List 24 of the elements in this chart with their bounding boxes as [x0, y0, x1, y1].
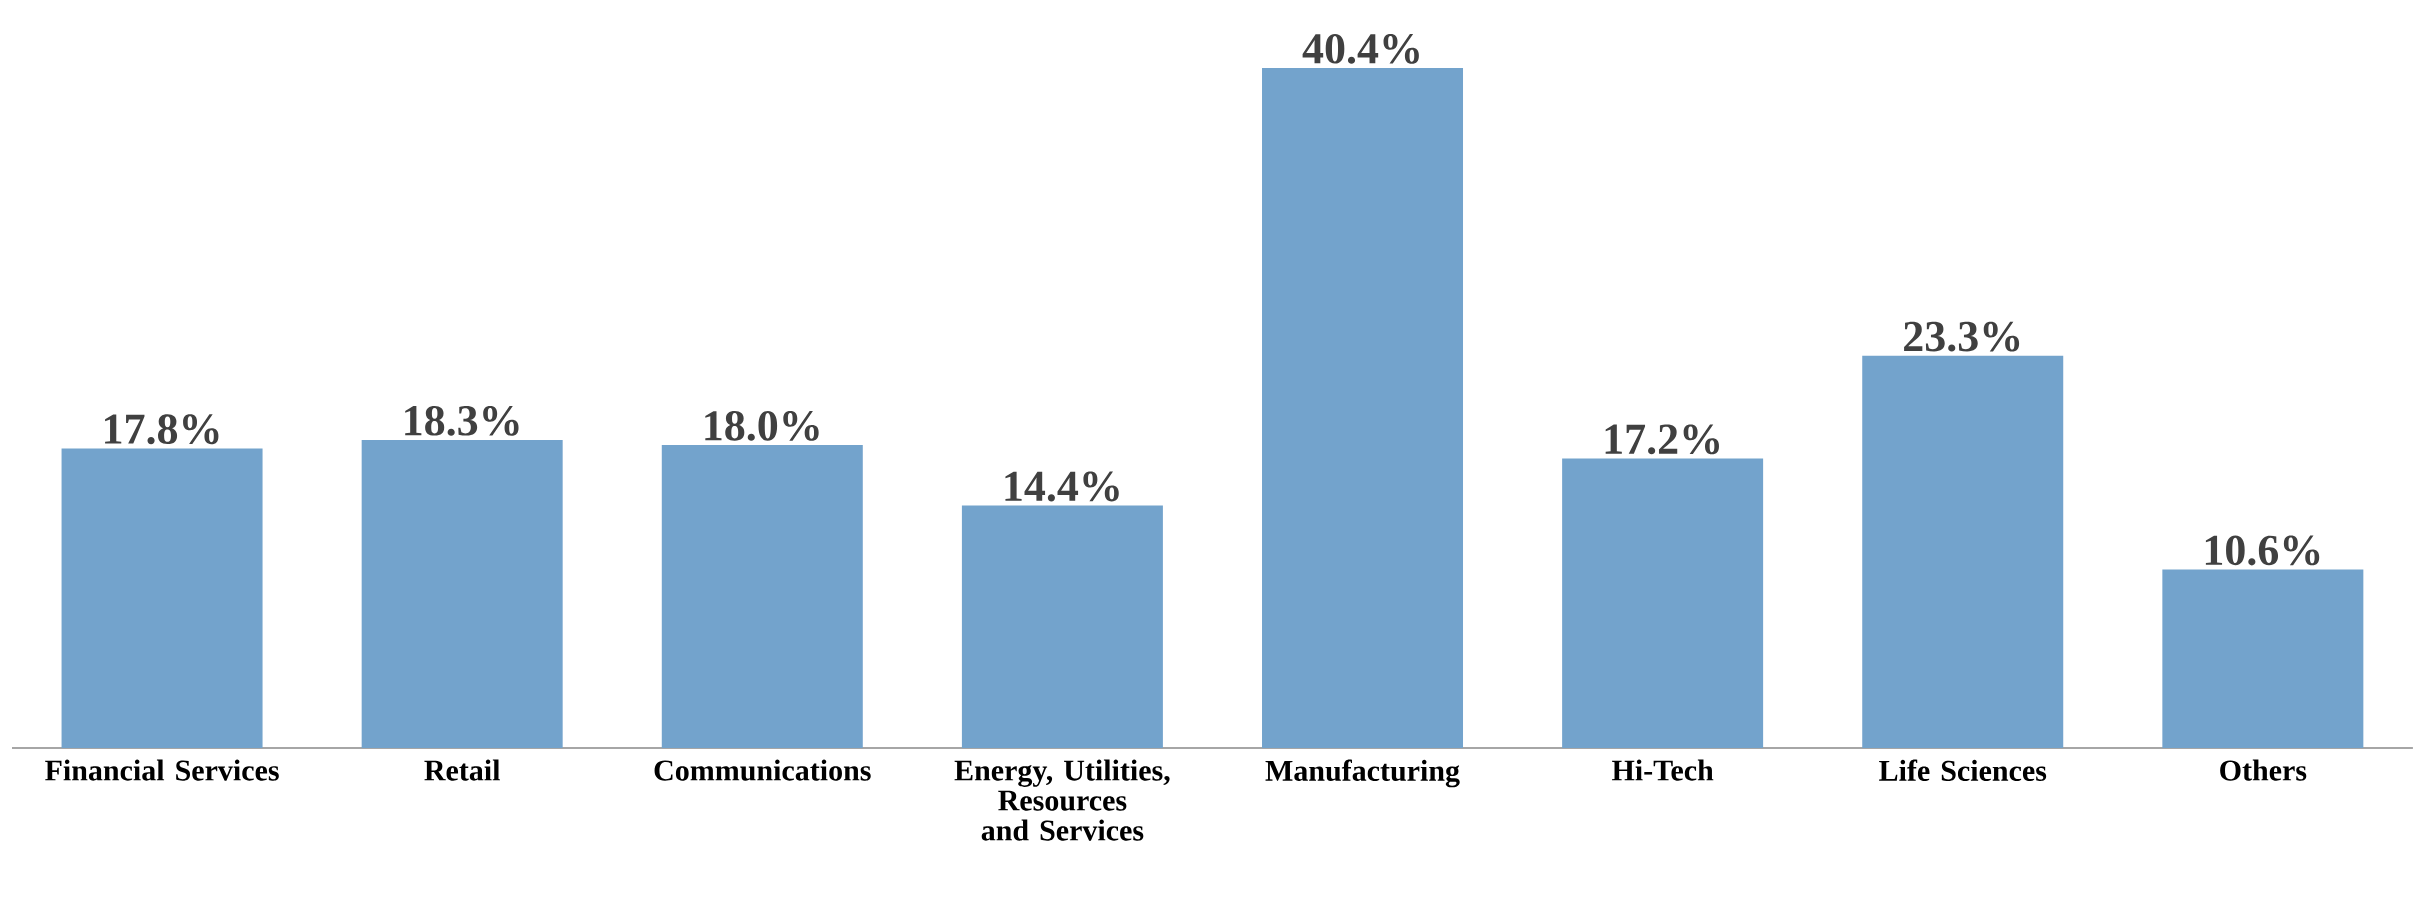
x-tick-label: Hi-Tech: [1612, 759, 1714, 781]
data-label: 17.2%: [1605, 424, 1719, 455]
x-tick-label: Manufacturing: [1265, 759, 1460, 788]
x-tick-label: Life Sciences: [1879, 759, 2047, 781]
bar: [1862, 355, 2064, 748]
x-tick-label: Others: [2220, 759, 2307, 781]
bar: [61, 448, 263, 748]
data-label: 14.4%: [1005, 471, 1119, 502]
x-tick-label: Communications: [654, 759, 871, 781]
bar: [2162, 569, 2364, 748]
x-tick-label: Energy, Utilities, Resources and Services: [954, 759, 1170, 841]
x-tick-label: Retail: [424, 759, 500, 781]
bar: [661, 445, 863, 748]
data-label: 18.3%: [405, 405, 519, 436]
bar: [961, 505, 1163, 748]
data-label: 17.8%: [105, 414, 219, 445]
data-label: 23.3%: [1904, 321, 2020, 352]
bar: [1562, 458, 1764, 748]
data-label: 10.6%: [2205, 535, 2320, 566]
data-label: 40.4%: [1302, 33, 1419, 64]
bar: [361, 439, 563, 748]
data-label: 18.0%: [705, 410, 819, 441]
x-tick-label: Financial Services: [45, 759, 279, 781]
bar: [1262, 68, 1464, 748]
